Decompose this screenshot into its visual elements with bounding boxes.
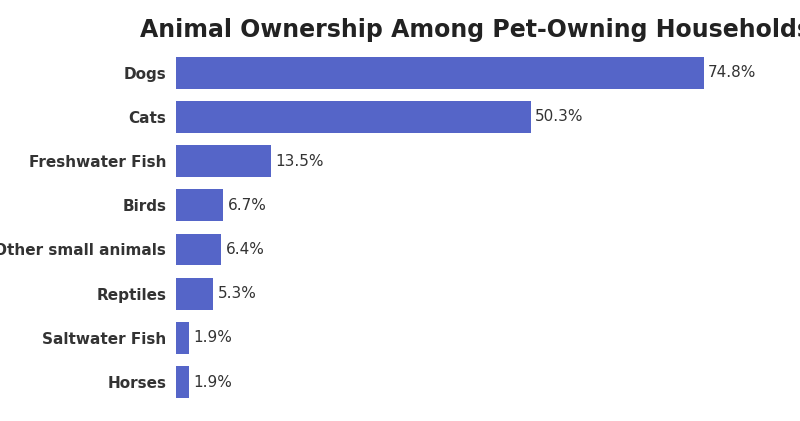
Text: 1.9%: 1.9%: [194, 375, 233, 389]
Text: 13.5%: 13.5%: [275, 154, 324, 168]
Text: 5.3%: 5.3%: [218, 286, 257, 301]
Text: 1.9%: 1.9%: [194, 330, 233, 345]
Text: 74.8%: 74.8%: [708, 65, 757, 80]
Bar: [176, 322, 190, 354]
Bar: [176, 57, 704, 88]
Bar: [176, 101, 531, 133]
Text: 6.7%: 6.7%: [227, 198, 266, 213]
Bar: [176, 366, 190, 398]
Bar: [176, 189, 223, 221]
Text: 50.3%: 50.3%: [535, 109, 584, 124]
Bar: [176, 234, 221, 265]
Bar: [176, 145, 271, 177]
Bar: [176, 278, 214, 309]
Text: 6.4%: 6.4%: [226, 242, 264, 257]
Title: Animal Ownership Among Pet-Owning Households: Animal Ownership Among Pet-Owning Househ…: [141, 18, 800, 42]
